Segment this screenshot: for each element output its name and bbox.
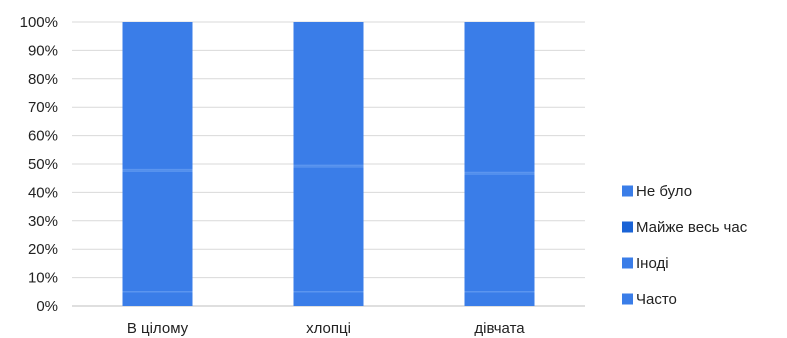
bar-segment-4-category-2 [293, 22, 364, 166]
y-tick-label: 10% [28, 270, 58, 287]
x-category-label: дівчата [474, 320, 525, 337]
legend-swatch [622, 185, 633, 197]
legend-swatch [622, 293, 633, 305]
x-axis-category-labels: В цілому хлопці дівчата [127, 320, 525, 337]
bar-segment-4-category-1 [122, 22, 193, 170]
y-axis-tick-labels: 0% 10% 20% 30% 40% 50% 60% 70% 80% 90% 100% [20, 14, 58, 315]
y-tick-label: 30% [28, 213, 58, 230]
bar-segment-2-category-2 [293, 166, 364, 292]
bar-segment-2-category-1 [122, 171, 193, 292]
y-tick-label: 80% [28, 71, 58, 88]
legend-label: Майже весь час [636, 219, 748, 236]
y-tick-label: 20% [28, 241, 58, 258]
y-tick-label: 90% [28, 42, 58, 59]
bar-segment-2-category-3 [464, 173, 535, 292]
bar-segment-1-category-3 [464, 291, 535, 306]
y-tick-label: 40% [28, 184, 58, 201]
bar-segment-1-category-2 [293, 291, 364, 306]
y-tick-label: 60% [28, 128, 58, 145]
y-tick-label: 100% [20, 14, 58, 31]
y-tick-label: 50% [28, 156, 58, 173]
legend-label: Не було [636, 183, 692, 200]
x-category-label: В цілому [127, 320, 189, 337]
bars [122, 22, 535, 306]
legend-label: Іноді [636, 255, 669, 272]
legend-swatch [622, 257, 633, 269]
bar-segment-4-category-3 [464, 22, 535, 173]
y-tick-label: 70% [28, 99, 58, 116]
bar-segment-1-category-1 [122, 291, 193, 306]
legend-swatch [622, 221, 633, 233]
legend: Не було Майже весь час Іноді Часто [622, 183, 748, 308]
y-tick-label: 0% [36, 298, 58, 315]
x-category-label: хлопці [306, 320, 351, 337]
legend-label: Часто [636, 291, 677, 308]
